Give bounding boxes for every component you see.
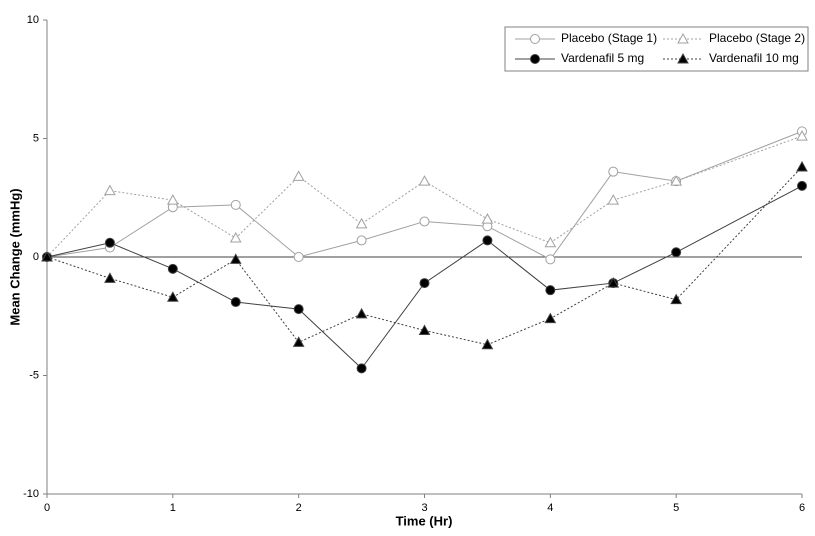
y-tick-label: 0 <box>33 251 39 263</box>
data-point <box>608 166 619 177</box>
data-point <box>419 278 430 289</box>
data-point <box>419 216 430 227</box>
y-tick-label: 10 <box>27 14 39 26</box>
data-point <box>104 272 116 283</box>
legend-label: Placebo (Stage 2) <box>709 31 805 45</box>
legend-marker <box>530 54 540 64</box>
series-line <box>46 130 803 261</box>
data-point <box>230 297 241 308</box>
data-point <box>355 217 368 229</box>
data-point <box>41 250 53 262</box>
data-point <box>356 363 367 374</box>
legend-label: Vardenafil 5 mg <box>561 51 644 65</box>
x-tick-label: 2 <box>296 502 302 514</box>
x-tick-label: 1 <box>170 502 176 514</box>
data-point <box>545 254 556 265</box>
data-point <box>229 232 242 243</box>
data-point <box>230 199 241 210</box>
data-point <box>481 338 494 350</box>
data-point <box>797 180 807 191</box>
series-line <box>46 185 803 370</box>
data-point <box>167 263 178 274</box>
data-point <box>670 175 683 186</box>
legend-marker <box>677 32 689 44</box>
legend-marker <box>677 52 689 64</box>
data-point <box>166 194 179 205</box>
legend-label: Placebo (Stage 1) <box>561 31 657 45</box>
data-point <box>166 291 179 302</box>
data-point <box>796 130 808 141</box>
series-line <box>46 135 803 258</box>
data-point <box>355 307 368 319</box>
data-point <box>481 213 494 224</box>
y-tick-label: 5 <box>33 132 39 144</box>
legend-marker <box>530 34 540 44</box>
x-tick-label: 3 <box>421 502 427 514</box>
data-point <box>104 184 116 196</box>
y-tick-label: -5 <box>29 369 39 381</box>
data-point <box>796 160 808 172</box>
data-point <box>292 336 305 347</box>
data-point <box>292 170 305 181</box>
data-point <box>544 236 557 248</box>
data-point <box>293 304 304 315</box>
data-point <box>229 253 242 264</box>
data-point <box>671 247 682 258</box>
x-tick-label: 6 <box>799 502 805 514</box>
data-point <box>356 235 367 246</box>
data-point <box>607 194 620 205</box>
legend: Placebo (Stage 1) Vardenafil 5 mg Placebo … <box>504 26 809 72</box>
data-point <box>104 237 115 248</box>
x-tick-label: 4 <box>547 502 553 514</box>
data-point <box>482 235 493 246</box>
y-axis-title: Mean Change (mmHg) <box>7 188 22 325</box>
y-tick-label: -10 <box>23 488 39 500</box>
data-point <box>418 324 431 335</box>
legend-box <box>504 26 809 72</box>
data-point <box>544 312 557 324</box>
data-point <box>670 293 683 305</box>
data-point <box>545 285 556 296</box>
x-axis-title: Time (Hr) <box>396 513 453 528</box>
legend-label: Vardenafil 10 mg <box>709 51 799 65</box>
x-tick-label: 5 <box>673 502 679 514</box>
series-line <box>46 166 803 346</box>
data-point <box>418 175 431 186</box>
x-tick-label: 0 <box>44 502 50 514</box>
data-point <box>607 277 620 288</box>
data-point <box>293 252 304 262</box>
